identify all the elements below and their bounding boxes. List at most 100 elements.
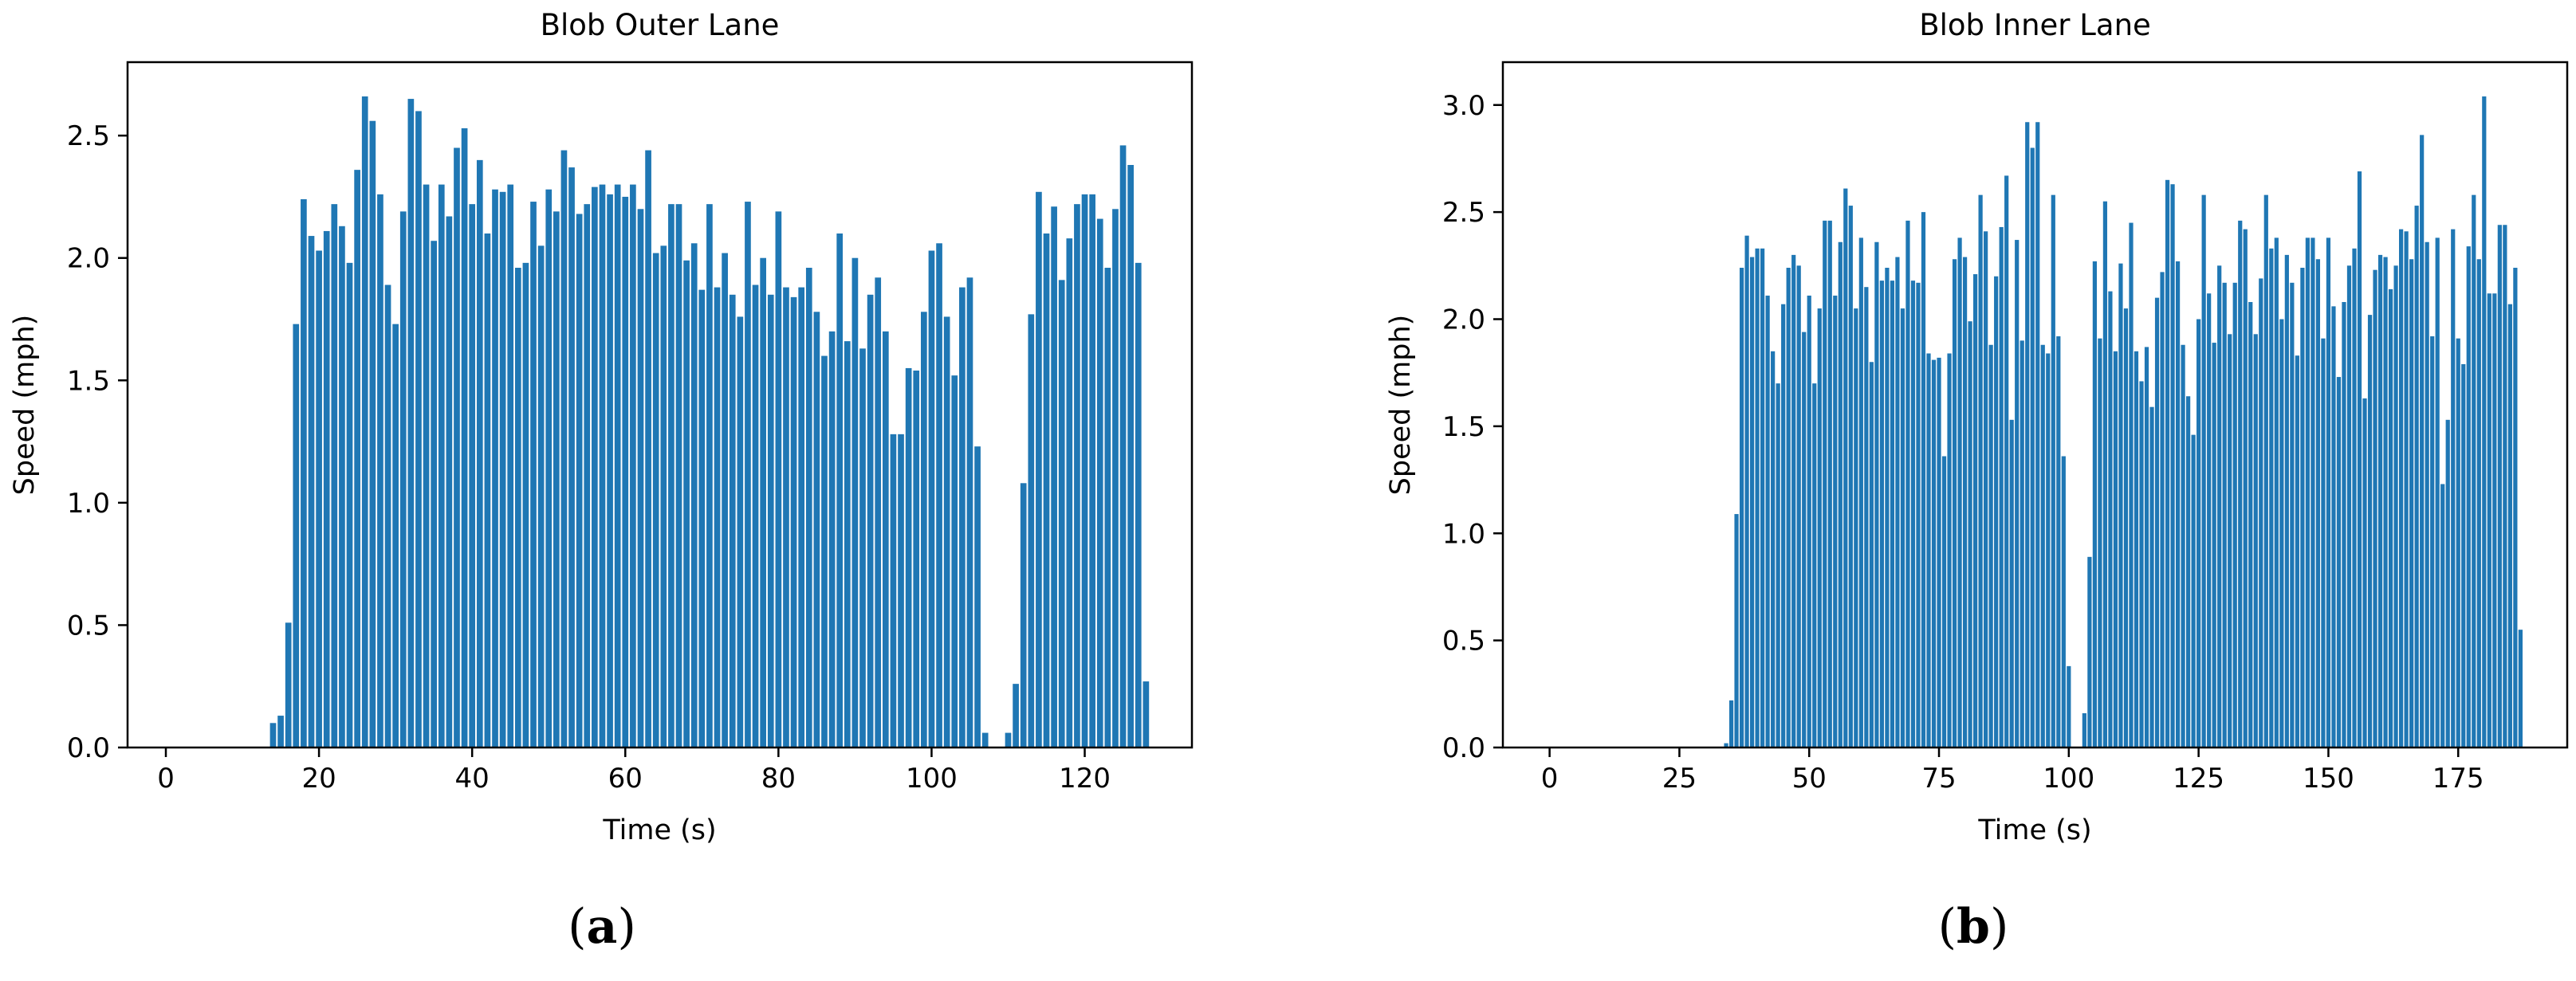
bar xyxy=(2336,377,2342,748)
bar xyxy=(622,196,629,748)
bar xyxy=(645,150,651,748)
bar xyxy=(2259,278,2263,748)
x-tick-label: 100 xyxy=(906,763,958,795)
bar xyxy=(323,230,330,748)
bar xyxy=(675,204,682,748)
bar xyxy=(1119,145,1127,748)
bar xyxy=(2201,194,2206,748)
bar xyxy=(2430,336,2435,748)
bars-b xyxy=(1724,96,2523,748)
bar xyxy=(2513,268,2518,748)
bar xyxy=(2170,184,2175,748)
x-tick-label: 25 xyxy=(1662,763,1697,795)
bar xyxy=(1005,732,1012,748)
bar xyxy=(1984,231,1988,748)
bar xyxy=(1765,295,1770,748)
bar xyxy=(277,716,284,748)
bar xyxy=(2139,381,2144,748)
bar xyxy=(2217,265,2222,748)
bar xyxy=(1874,241,1879,748)
bar xyxy=(2098,338,2102,748)
bar xyxy=(1864,287,1869,748)
bar xyxy=(2087,556,2092,748)
bar xyxy=(2154,297,2160,748)
bar xyxy=(2373,269,2377,748)
bar xyxy=(760,257,766,748)
bar xyxy=(2263,194,2268,748)
y-tick-label: 1.0 xyxy=(67,488,110,520)
axes-frame-a xyxy=(126,61,1194,749)
bar xyxy=(2409,259,2414,748)
bar xyxy=(607,194,613,748)
bar xyxy=(1926,353,1931,748)
y-tick-label: 0.5 xyxy=(67,610,110,642)
bar xyxy=(2383,257,2388,748)
bar xyxy=(614,184,621,748)
bar xyxy=(2144,347,2149,748)
bar xyxy=(2082,713,2086,748)
bar xyxy=(905,367,912,748)
bar xyxy=(1833,295,1838,748)
bar xyxy=(1879,281,1884,748)
bar xyxy=(2108,291,2113,748)
bar xyxy=(476,159,483,748)
bar xyxy=(966,277,973,748)
chart-panel-b: 0 25 50 75 100 125 150 175 0.0 0.5 1.0 1.5 2.0 2.5 3.… xyxy=(1385,8,2569,846)
bar xyxy=(2004,175,2009,748)
bar xyxy=(851,257,859,748)
bar xyxy=(928,250,935,748)
y-tick-label: 0.0 xyxy=(67,732,110,764)
chart-title-b: Blob Inner Lane xyxy=(1919,8,2151,42)
bar xyxy=(2346,265,2352,748)
bar xyxy=(1796,265,1801,748)
bar xyxy=(553,211,560,748)
bar xyxy=(446,216,453,748)
bar xyxy=(2362,398,2367,748)
bar xyxy=(1947,353,1952,748)
bar xyxy=(2222,282,2227,748)
bar xyxy=(308,236,315,748)
bar xyxy=(2404,231,2409,748)
bar xyxy=(737,316,744,748)
bar xyxy=(2461,363,2466,748)
bar xyxy=(1869,362,1874,748)
bar xyxy=(1910,281,1916,748)
bar xyxy=(514,268,521,748)
bar xyxy=(2228,334,2232,748)
y-tick-label: 2.0 xyxy=(67,243,110,275)
x-tick-label: 40 xyxy=(455,763,490,795)
bar xyxy=(2129,222,2134,748)
bar xyxy=(2305,237,2310,748)
x-tick-label: 0 xyxy=(157,763,175,795)
bar xyxy=(2118,263,2123,748)
bar xyxy=(2061,456,2066,748)
y-tick-label: 2.0 xyxy=(1442,304,1485,336)
bar xyxy=(1994,276,1999,748)
bar xyxy=(2030,147,2035,748)
y-ticks-a: 0.0 0.5 1.0 1.5 2.0 2.5 xyxy=(67,120,128,764)
bar xyxy=(2040,344,2045,748)
bar xyxy=(2503,225,2507,748)
bar xyxy=(2342,302,2346,748)
bar xyxy=(637,209,644,748)
bar xyxy=(431,241,438,748)
bar xyxy=(384,284,391,748)
bar xyxy=(1885,268,1890,748)
bar xyxy=(1895,257,1900,748)
bar xyxy=(2274,237,2279,748)
bar xyxy=(2279,319,2284,748)
bar xyxy=(1937,357,1941,748)
bar xyxy=(1952,259,1957,748)
bar xyxy=(469,204,476,748)
bar xyxy=(943,316,950,748)
bar xyxy=(1843,188,1848,748)
bar xyxy=(630,184,636,748)
bar xyxy=(1900,308,1905,748)
bar xyxy=(714,287,721,748)
bar xyxy=(1957,237,1962,748)
bar xyxy=(1890,281,1895,748)
chart-title-a: Blob Outer Lane xyxy=(541,8,780,42)
bar xyxy=(2025,122,2030,748)
bar xyxy=(2414,206,2419,748)
bar xyxy=(867,294,874,748)
